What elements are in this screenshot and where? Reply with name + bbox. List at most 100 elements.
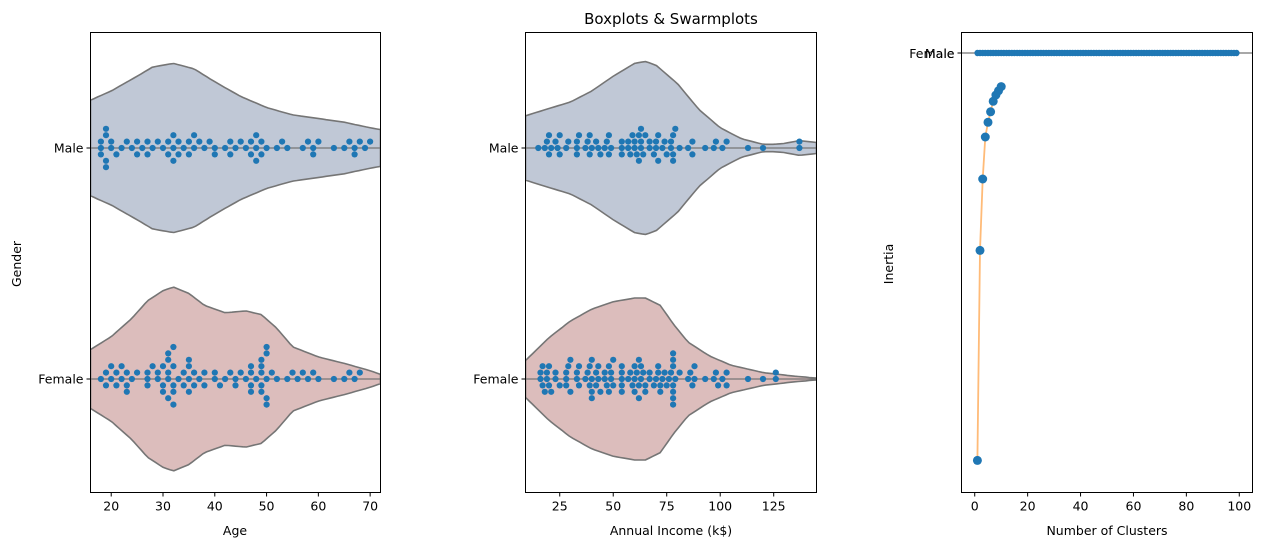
income-swarm-point-male <box>652 144 660 152</box>
income-swarm-point-male <box>586 151 593 158</box>
income-x-tick-label: 25 <box>552 499 568 514</box>
income-swarm-point-male <box>635 132 643 139</box>
elbow-x-tick-label: 40 <box>1073 499 1089 514</box>
age-swarm-point-male <box>134 138 141 145</box>
age-x-tick-label: 50 <box>259 499 275 514</box>
age-swarm-point-female <box>227 369 234 376</box>
age-swarm-point-female <box>247 382 255 389</box>
income-swarm-point-female <box>627 369 634 376</box>
income-axes-frame <box>525 32 817 493</box>
age-swarm-point-female <box>211 375 218 383</box>
income-swarm-point-male <box>661 138 668 145</box>
age-swarm-point-male <box>102 157 110 164</box>
income-swarm-point-female <box>552 375 559 383</box>
income-swarm-point-female <box>719 375 726 383</box>
age-swarm-point-female <box>170 343 177 351</box>
income-swarm-point-female <box>631 375 638 383</box>
income-swarm-point-male <box>625 138 632 145</box>
age-plot-area <box>90 62 381 472</box>
income-swarm-point-female <box>691 363 698 370</box>
age-swarm-point-male <box>128 144 135 152</box>
age-swarm-point-male <box>330 144 337 152</box>
income-swarm-point-female <box>595 363 602 370</box>
income-swarm-point-female <box>575 382 583 389</box>
age-swarm-point-male <box>139 144 146 152</box>
income-swarm-point-male <box>545 132 553 139</box>
income-swarm-point-female <box>670 401 677 408</box>
income-swarm-point-male <box>652 138 660 145</box>
age-swarm-point-male <box>123 138 130 145</box>
income-swarm-point-female <box>661 369 668 376</box>
elbow-inertia-line <box>976 86 1002 461</box>
age-swarm-point-male <box>237 138 244 145</box>
income-swarm-point-female <box>610 382 617 389</box>
age-violin-panel: 20 30 40 50 60 70 Male Female Age Gender <box>9 32 381 538</box>
age-swarm-point-male <box>191 132 198 139</box>
income-swarm-point-female <box>640 369 647 376</box>
age-swarm-point-female <box>258 369 265 376</box>
income-swarm-point-male <box>676 144 683 152</box>
age-swarm-point-female <box>102 369 110 376</box>
age-swarm-point-female <box>356 369 363 376</box>
age-swarm-point-male <box>196 138 203 145</box>
age-swarm-point-female <box>165 356 172 363</box>
income-swarm-point-male <box>584 138 591 145</box>
income-swarm-point-male <box>573 144 581 152</box>
income-x-tick-label: 100 <box>708 499 732 514</box>
income-swarm-point-male <box>586 132 593 139</box>
age-swarm-point-female <box>346 369 353 376</box>
age-y-tick-label: Male <box>54 141 84 156</box>
income-swarm-point-female <box>712 369 720 376</box>
age-swarm-point-male <box>144 138 151 145</box>
income-swarm-point-male <box>629 132 636 139</box>
income-swarm-point-male <box>744 144 752 152</box>
age-swarm-point-male <box>351 144 358 152</box>
income-swarm-point-female <box>723 369 730 376</box>
income-swarm-point-male <box>535 144 542 152</box>
age-swarm-point-male <box>227 138 234 145</box>
age-swarm-point-female <box>253 375 260 383</box>
age-swarm-point-female <box>201 382 208 389</box>
age-swarm-point-male <box>341 144 348 152</box>
income-swarm-point-male <box>618 144 625 152</box>
age-swarm-point-female <box>232 375 239 383</box>
income-swarm-point-female <box>663 382 670 389</box>
age-swarm-point-male <box>258 138 265 145</box>
income-swarm-point-male <box>618 151 625 158</box>
age-swarm-point-female <box>170 388 177 395</box>
age-swarm-point-male <box>279 138 286 145</box>
income-swarm-point-male <box>603 138 610 145</box>
income-swarm-point-female <box>565 363 572 370</box>
age-swarm-point-male <box>310 144 317 152</box>
elbow-inertia-point <box>978 174 988 184</box>
age-x-tick-label: 30 <box>155 499 171 514</box>
income-swarm-point-female <box>665 375 673 383</box>
income-swarm-point-male <box>556 132 563 139</box>
age-swarm-point-female <box>341 375 348 383</box>
age-swarm-point-female <box>113 369 120 376</box>
age-swarm-point-female <box>154 369 161 376</box>
income-swarm-point-male <box>593 138 600 145</box>
income-plot-area <box>525 60 817 461</box>
age-swarm-point-female <box>211 369 218 376</box>
income-swarm-point-female <box>618 375 625 383</box>
income-swarm-point-female <box>563 369 570 376</box>
income-swarm-point-male <box>554 144 561 152</box>
age-swarm-point-female <box>118 375 125 383</box>
age-swarm-point-male <box>170 157 177 164</box>
income-swarm-point-female <box>541 388 548 395</box>
income-swarm-point-female <box>618 369 625 376</box>
income-swarm-point-male <box>588 144 595 152</box>
income-swarm-point-male <box>667 138 675 145</box>
age-swarm-point-female <box>289 369 296 376</box>
income-swarm-point-male <box>543 138 551 145</box>
age-swarm-point-female <box>118 363 125 370</box>
age-swarm-point-male <box>247 151 255 158</box>
income-swarm-point-male <box>646 144 653 152</box>
income-swarm-point-female <box>573 369 581 376</box>
income-swarm-point-male <box>659 144 666 152</box>
income-swarm-point-male <box>689 138 696 145</box>
age-swarm-point-female <box>144 375 151 383</box>
income-swarm-point-female <box>676 369 683 376</box>
